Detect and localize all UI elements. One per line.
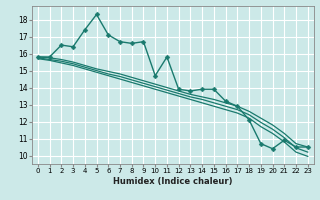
X-axis label: Humidex (Indice chaleur): Humidex (Indice chaleur) [113, 177, 233, 186]
